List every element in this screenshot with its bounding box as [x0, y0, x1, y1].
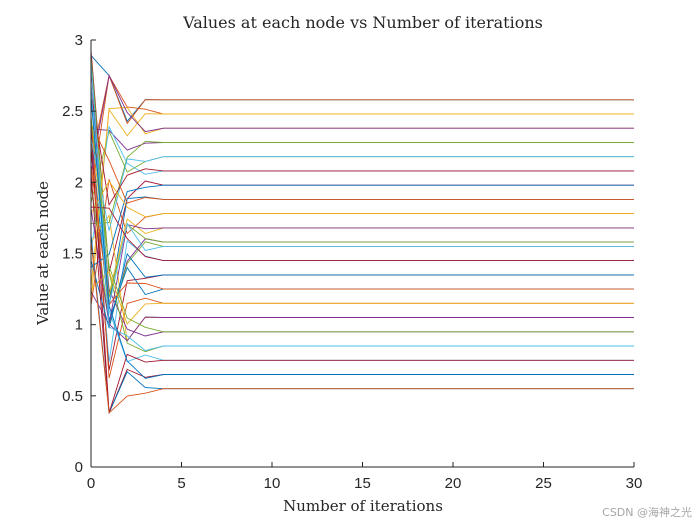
series-line — [90, 74, 634, 173]
y-axis-label: Value at each node — [34, 181, 52, 326]
series-line — [90, 123, 634, 204]
series-line — [90, 208, 634, 342]
series-line — [90, 252, 634, 329]
series-line — [90, 74, 634, 163]
series-line — [90, 125, 634, 252]
series-line — [90, 117, 634, 333]
y-tick-label: 3 — [75, 32, 83, 49]
x-tick-label: 15 — [354, 475, 371, 492]
x-tick-label: 30 — [626, 475, 643, 492]
series-line — [90, 138, 634, 231]
series-line — [90, 73, 634, 195]
x-tick-label: 0 — [87, 475, 95, 492]
series-line — [90, 184, 634, 268]
series-line — [90, 88, 634, 352]
y-tick-label: 1.5 — [62, 246, 83, 263]
watermark: CSDN @海神之光 — [602, 506, 692, 519]
series-line — [90, 145, 634, 363]
x-axis-label: Number of iterations — [283, 497, 443, 515]
series-line — [90, 224, 634, 326]
series-line — [90, 234, 634, 415]
series-line — [90, 83, 634, 363]
series-line — [90, 61, 634, 306]
y-tick-label: 2 — [75, 174, 83, 191]
series-line — [90, 92, 634, 207]
x-tick-label: 10 — [264, 475, 281, 492]
chart-title: Values at each node vs Number of iterati… — [182, 13, 543, 32]
series-line — [90, 97, 634, 379]
x-tick-label: 25 — [535, 475, 552, 492]
series-line — [90, 172, 634, 414]
series-line — [90, 57, 634, 353]
series-line — [90, 65, 634, 325]
y-tick-label: 2.5 — [62, 103, 83, 120]
y-tick-label: 0.5 — [62, 388, 83, 405]
series-line — [90, 180, 634, 218]
series-lines — [90, 50, 634, 415]
series-line — [90, 108, 634, 288]
x-tick-label: 5 — [177, 475, 185, 492]
series-line — [90, 206, 634, 262]
series-line — [90, 130, 634, 321]
series-line — [90, 116, 634, 379]
series-line — [90, 107, 634, 301]
series-line — [90, 166, 634, 306]
series-line — [90, 270, 634, 325]
series-line — [90, 128, 634, 151]
series-line — [90, 240, 634, 414]
series-line — [90, 86, 634, 337]
series-line — [90, 55, 634, 123]
series-line — [90, 214, 634, 342]
axes: 0 5 10 15 20 25 30 0 0.5 1 1.5 2 2.5 3 — [62, 32, 642, 492]
series-line — [90, 50, 634, 273]
series-line — [90, 129, 634, 414]
x-tick-label: 20 — [445, 475, 462, 492]
y-tick-label: 1 — [75, 317, 83, 334]
series-line — [90, 60, 634, 298]
series-line — [90, 140, 634, 225]
series-line — [90, 122, 634, 295]
series-line — [90, 147, 634, 371]
y-tick-label: 0 — [75, 459, 83, 476]
